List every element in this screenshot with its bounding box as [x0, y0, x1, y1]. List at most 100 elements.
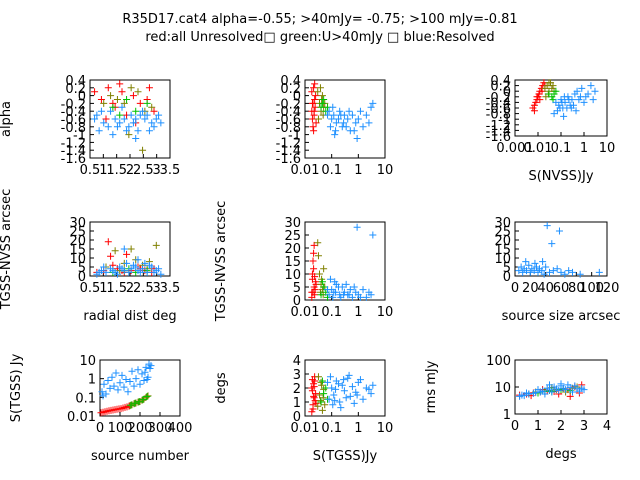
x-tick-label: 0.001 [496, 141, 533, 156]
x-tick-label: 0.5 [80, 163, 101, 178]
x-tick-label: 2 [126, 163, 134, 178]
data-point [334, 115, 342, 123]
data-point [353, 223, 361, 231]
data-point [316, 270, 324, 278]
data-point [152, 241, 160, 249]
data-point [125, 131, 133, 139]
data-point [310, 249, 318, 257]
x-tick-label: 1.5 [106, 163, 127, 178]
y-tick-label: 30 [284, 216, 301, 231]
data-point [536, 388, 544, 396]
x-tick-label: 200 [128, 421, 153, 436]
data-point [331, 278, 339, 286]
data-point [578, 84, 586, 92]
y-tick-label: -1 [288, 129, 301, 144]
data-point [555, 227, 563, 235]
x-tick-label: 1.5 [106, 281, 127, 296]
data-point [558, 98, 566, 106]
y-tick-label: 0 [503, 85, 511, 100]
data-point [350, 283, 358, 291]
x-tick-label: 0.01 [291, 163, 320, 178]
x-tick-label: 0.1 [321, 421, 342, 436]
y-tick-label: -0.4 [61, 105, 86, 120]
data-point [143, 99, 151, 107]
y-tick-label: 0 [503, 270, 511, 285]
data-point [129, 119, 137, 127]
data-point [309, 257, 317, 265]
y-tick-label: 20 [69, 234, 86, 249]
y-tick-label: -0.4 [486, 96, 511, 111]
figure-title-line2: red:all Unresolved□ green:U>40mJy □ blue… [145, 30, 494, 45]
data-point [331, 397, 339, 405]
data-point [356, 107, 364, 115]
data-point [571, 382, 579, 390]
y-tick-label: 5 [293, 281, 301, 296]
data-point [93, 111, 101, 119]
data-point [140, 376, 148, 384]
data-point [337, 404, 345, 412]
data-point [549, 82, 557, 90]
data-point [318, 377, 326, 385]
data-point [325, 107, 333, 115]
data-point [530, 107, 538, 115]
data-point [113, 270, 121, 278]
data-point [91, 88, 99, 96]
data-point [340, 387, 348, 395]
data-point [136, 99, 144, 107]
x-tick-label: 1 [99, 281, 107, 296]
data-point [141, 259, 149, 267]
data-point [309, 123, 317, 131]
data-point [157, 119, 165, 127]
y-axis-label: TGSS-NVSS arcsec [0, 189, 14, 311]
data-point [526, 268, 534, 276]
x-tick-label: 1 [534, 419, 542, 434]
data-point [145, 84, 153, 92]
y-tick-label: -0.6 [486, 102, 511, 117]
data-point [311, 80, 319, 88]
scatter-panel-1: 0.511.522.533.50.40.20-0.2-0.4-0.6-0.8-1… [0, 74, 180, 178]
data-point [100, 380, 108, 388]
data-point [316, 84, 324, 92]
y-tick-label: 15 [494, 243, 511, 258]
data-point [362, 293, 370, 301]
y-tick-label: 0.4 [280, 74, 301, 89]
y-tick-label: 1 [88, 373, 96, 388]
data-point [132, 263, 140, 271]
x-axis-label: S(TGSS)Jy [313, 449, 378, 464]
y-tick-label: 30 [494, 216, 511, 231]
data-point [111, 115, 119, 123]
data-point [125, 268, 133, 276]
x-tick-label: 0.01 [291, 305, 320, 320]
data-point [143, 111, 151, 119]
data-point [344, 115, 352, 123]
data-point [309, 405, 317, 413]
data-point [100, 263, 108, 271]
data-point [342, 123, 350, 131]
data-point [326, 373, 334, 381]
data-point [139, 396, 147, 404]
data-point [312, 92, 320, 100]
x-tick-label: 0.5 [80, 281, 101, 296]
data-point [116, 111, 124, 119]
y-tick-label: -1 [73, 129, 86, 144]
data-point [108, 373, 116, 381]
data-point [331, 131, 339, 139]
data-point [345, 371, 353, 379]
data-point [348, 383, 356, 391]
data-point [345, 107, 353, 115]
data-point [322, 384, 330, 392]
data-point [540, 270, 548, 278]
data-point [127, 265, 135, 273]
x-tick-label: 10 [377, 163, 394, 178]
data-point [126, 378, 134, 386]
data-point [136, 111, 144, 119]
x-tick-label: 300 [148, 421, 173, 436]
data-point [336, 398, 344, 406]
data-point [318, 278, 326, 286]
data-point [123, 250, 131, 258]
x-tick-label: 1 [99, 163, 107, 178]
y-tick-label: 0.2 [280, 82, 301, 97]
y-tick-label: 3 [293, 368, 301, 383]
data-point [134, 127, 142, 135]
